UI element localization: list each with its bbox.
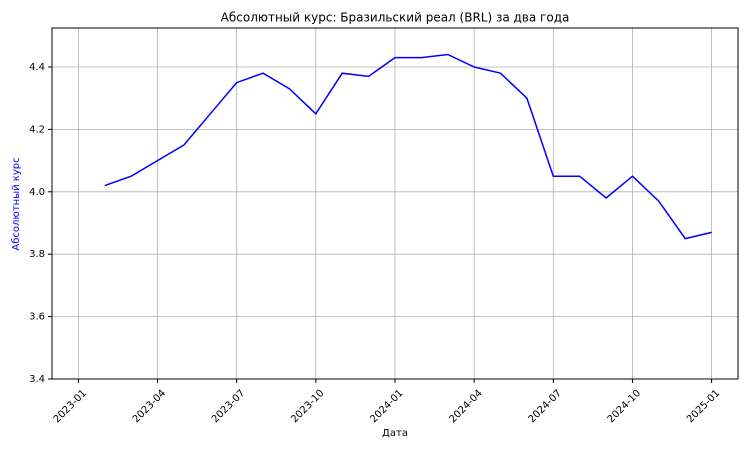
y-axis-label: Абсолютный курс (11, 157, 22, 250)
chart-title: Абсолютный курс: Бразильский реал (BRL) … (221, 11, 570, 25)
grid (52, 28, 738, 380)
y-tick-label: 4.4 (29, 62, 45, 73)
y-tick-label: 4.0 (29, 187, 45, 198)
plot (104, 53, 712, 240)
y-tick-label: 3.8 (29, 249, 45, 260)
y-tick-label: 4.2 (29, 124, 45, 135)
data-line (104, 53, 712, 240)
x-axis-label: Дата (382, 428, 408, 439)
y-tick-label: 3.4 (29, 374, 45, 385)
y-tick-label: 3.6 (29, 312, 45, 323)
